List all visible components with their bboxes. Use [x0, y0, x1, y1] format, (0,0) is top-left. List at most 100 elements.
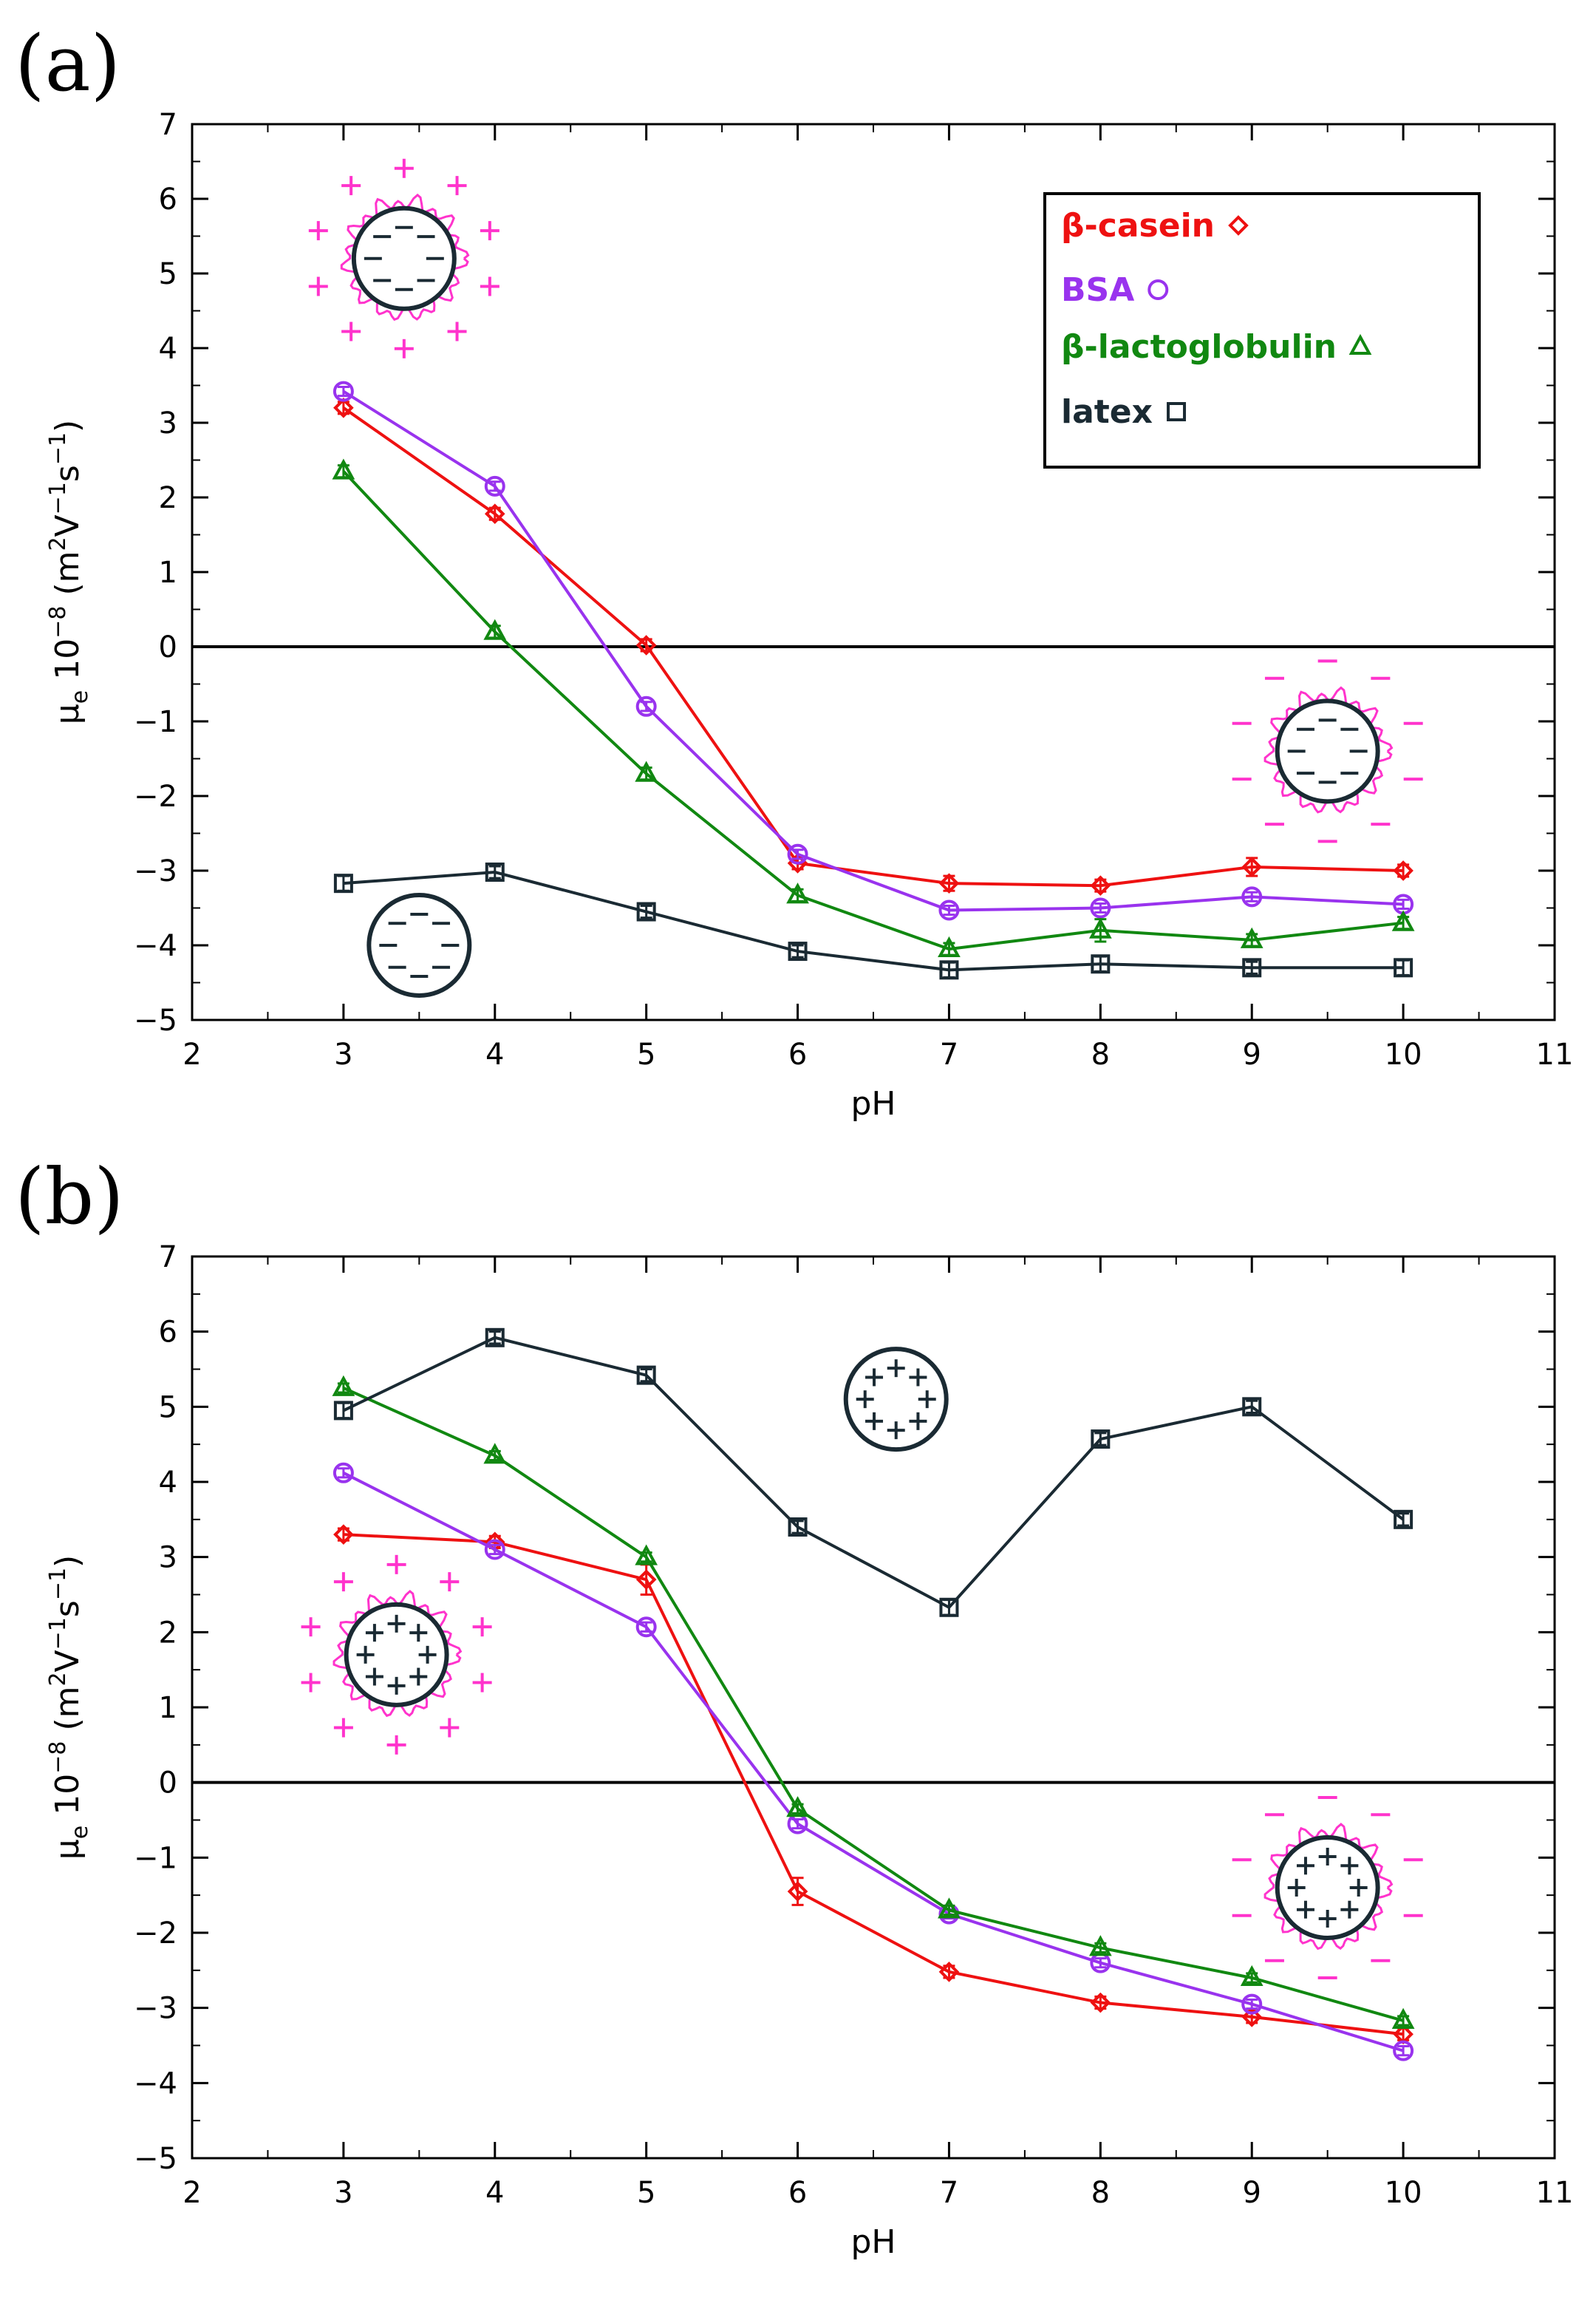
data-point	[485, 1327, 505, 1347]
data-point	[332, 458, 355, 480]
y-tick-label: 3	[159, 1541, 177, 1575]
protein-corona	[340, 193, 470, 322]
y-tick-label: 0	[159, 630, 177, 664]
core-charge-sign	[909, 1412, 927, 1430]
data-point	[788, 942, 808, 962]
data-point	[938, 1897, 961, 1919]
x-tick-label: 5	[637, 2176, 655, 2210]
series-line	[343, 871, 1404, 972]
corona-charge-sign	[440, 1718, 460, 1738]
y-axis-title-part: 10	[49, 1774, 86, 1826]
latex-particle-protein-coated-high-ph	[1232, 659, 1423, 843]
core-charge-sign	[409, 1624, 428, 1642]
particle-core	[351, 205, 457, 311]
y-tick-label: −3	[134, 1992, 177, 2026]
data-point	[1088, 917, 1112, 939]
corona-charge-sign	[447, 322, 467, 341]
y-tick-label: −1	[134, 705, 177, 739]
corona-charge-sign	[386, 1554, 406, 1574]
particle-core	[843, 1347, 949, 1452]
core-charge-sign	[1318, 1848, 1337, 1865]
x-tick-label: 3	[334, 2176, 352, 2210]
x-tick-label: 3	[334, 1038, 352, 1072]
protein-corona	[1264, 1823, 1394, 1950]
y-axis-title-part: (m	[49, 1687, 86, 1741]
latex-particle-protein-coated-positive	[301, 1554, 492, 1755]
core-charge-sign	[856, 1390, 874, 1409]
data-point	[1394, 1509, 1413, 1529]
series-β-lactoglobulin	[332, 458, 1415, 958]
data-point	[333, 1524, 354, 1545]
data-point	[1090, 1992, 1111, 2013]
particle-core	[366, 893, 472, 998]
y-axis-title-part: μ	[49, 704, 86, 724]
y-tick-label: −2	[134, 780, 177, 814]
y-axis-title: μe 10−8 (m2V−1s−1)	[45, 1555, 93, 1860]
x-tick-label: 4	[485, 1038, 504, 1072]
data-point	[1240, 927, 1264, 948]
data-point	[483, 619, 507, 640]
y-tick-label: 7	[159, 1240, 177, 1274]
corona-charge-sign	[301, 1673, 321, 1693]
core-charge-sign	[918, 1390, 936, 1409]
x-tick-label: 10	[1385, 1038, 1422, 1072]
corona-charge-sign	[472, 1617, 492, 1637]
y-tick-label: 5	[159, 257, 177, 291]
series-line	[342, 390, 1404, 912]
series-BSA	[332, 381, 1414, 921]
core-charge-sign	[1296, 1900, 1314, 1919]
data-point	[484, 475, 505, 497]
legend-box	[1043, 192, 1481, 469]
y-axis-title-part: (m	[49, 551, 86, 606]
panel-label: (b)	[15, 1152, 124, 1242]
data-point	[1391, 910, 1415, 931]
protein-corona	[332, 1590, 463, 1718]
y-tick-label: 1	[159, 556, 177, 590]
core-charge-sign	[387, 1614, 406, 1633]
y-axis-title-part: V	[49, 1650, 86, 1672]
data-point	[635, 695, 657, 717]
data-point	[484, 503, 505, 525]
corona-charge-sign	[341, 322, 361, 341]
data-point	[1241, 886, 1263, 908]
panel-label: (a)	[15, 18, 120, 109]
particle-core	[1275, 1835, 1380, 1940]
x-tick-label: 2	[183, 1038, 201, 1072]
data-point	[787, 1881, 808, 1902]
y-axis-title-part: )	[49, 420, 86, 432]
series-line	[342, 470, 1404, 951]
data-point	[1242, 958, 1262, 978]
y-tick-label: −4	[134, 2067, 177, 2101]
core-charge-sign	[356, 1645, 375, 1664]
data-point	[635, 1544, 658, 1565]
data-point	[1241, 1993, 1263, 2015]
latex-particle-bare	[366, 893, 472, 998]
legend-label: latex	[1061, 393, 1153, 431]
core-charge-sign	[865, 1368, 884, 1387]
data-point	[1090, 875, 1111, 897]
data-point	[485, 863, 505, 882]
y-axis-title-part: s	[49, 1600, 86, 1617]
y-tick-label: 3	[159, 407, 177, 441]
x-tick-label: 11	[1536, 2176, 1574, 2210]
core-charge-sign	[1340, 1857, 1359, 1875]
y-axis-title-part: 2	[45, 1672, 71, 1686]
data-point	[1393, 860, 1413, 881]
corona-charge-sign	[447, 176, 467, 196]
x-tick-label: 2	[183, 2176, 201, 2210]
series-line	[343, 1387, 1404, 2022]
series-β-casein	[333, 1524, 1413, 2045]
data-point	[635, 635, 657, 656]
y-tick-label: −5	[134, 1004, 177, 1038]
y-tick-label: 2	[159, 481, 177, 515]
data-point	[333, 874, 353, 894]
corona-charge-sign	[333, 1718, 353, 1738]
y-tick-label: 4	[159, 332, 177, 366]
y-axis-title-part: −1	[45, 482, 71, 514]
core-charge-sign	[887, 1359, 905, 1378]
y-axis-title-part: 10	[49, 639, 86, 690]
y-axis-title-part: −1	[45, 1568, 71, 1600]
y-axis-title-part: −8	[45, 1741, 71, 1774]
data-point	[787, 843, 808, 865]
